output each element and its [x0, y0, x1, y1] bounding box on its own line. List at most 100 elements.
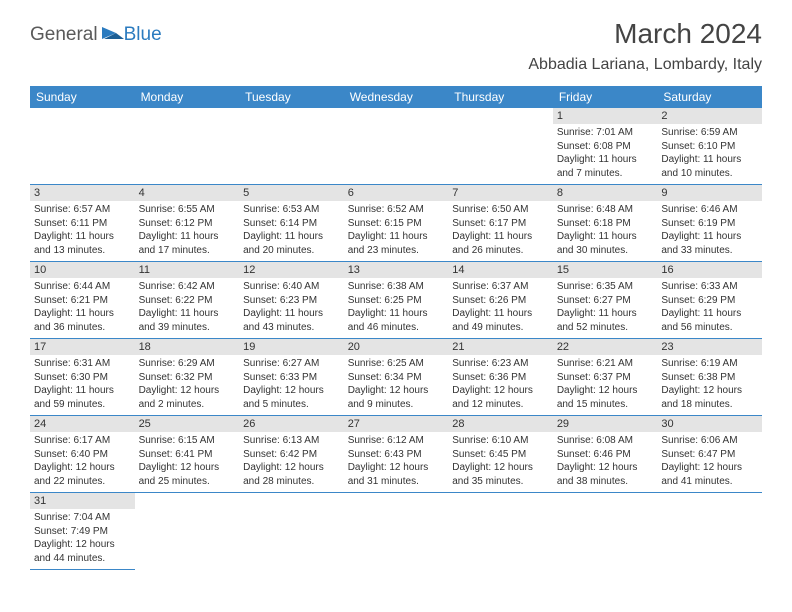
day-number: 13 — [344, 262, 449, 278]
day-sr: Sunrise: 6:33 AM — [661, 280, 758, 294]
calendar-table: SundayMondayTuesdayWednesdayThursdayFrid… — [30, 86, 762, 570]
weekday-header: Friday — [553, 86, 658, 108]
day-sr: Sunrise: 7:04 AM — [34, 511, 131, 525]
day-details: Sunrise: 6:06 AMSunset: 6:47 PMDaylight:… — [657, 432, 762, 492]
day-number: 12 — [239, 262, 344, 278]
day-details: Sunrise: 6:59 AMSunset: 6:10 PMDaylight:… — [657, 124, 762, 184]
calendar-cell: 7Sunrise: 6:50 AMSunset: 6:17 PMDaylight… — [448, 185, 553, 262]
day-ss: Sunset: 6:12 PM — [139, 217, 236, 231]
calendar-cell: 24Sunrise: 6:17 AMSunset: 6:40 PMDayligh… — [30, 416, 135, 493]
weekday-header: Sunday — [30, 86, 135, 108]
day-details: Sunrise: 6:08 AMSunset: 6:46 PMDaylight:… — [553, 432, 658, 492]
day-dl: Daylight: 11 hours and 36 minutes. — [34, 307, 131, 334]
day-ss: Sunset: 6:17 PM — [452, 217, 549, 231]
calendar-week-row: 3Sunrise: 6:57 AMSunset: 6:11 PMDaylight… — [30, 185, 762, 262]
calendar-cell: 27Sunrise: 6:12 AMSunset: 6:43 PMDayligh… — [344, 416, 449, 493]
day-number: 18 — [135, 339, 240, 355]
day-sr: Sunrise: 6:19 AM — [661, 357, 758, 371]
day-number: 16 — [657, 262, 762, 278]
day-sr: Sunrise: 6:25 AM — [348, 357, 445, 371]
calendar-cell — [344, 493, 449, 570]
day-sr: Sunrise: 6:29 AM — [139, 357, 236, 371]
day-details: Sunrise: 6:42 AMSunset: 6:22 PMDaylight:… — [135, 278, 240, 338]
calendar-cell — [239, 108, 344, 185]
page-title: March 2024 — [528, 18, 762, 50]
day-dl: Daylight: 11 hours and 20 minutes. — [243, 230, 340, 257]
day-details: Sunrise: 6:12 AMSunset: 6:43 PMDaylight:… — [344, 432, 449, 492]
day-number: 4 — [135, 185, 240, 201]
calendar-cell: 2Sunrise: 6:59 AMSunset: 6:10 PMDaylight… — [657, 108, 762, 185]
day-dl: Daylight: 11 hours and 52 minutes. — [557, 307, 654, 334]
calendar-cell: 10Sunrise: 6:44 AMSunset: 6:21 PMDayligh… — [30, 262, 135, 339]
day-sr: Sunrise: 6:08 AM — [557, 434, 654, 448]
day-number: 6 — [344, 185, 449, 201]
day-details: Sunrise: 6:27 AMSunset: 6:33 PMDaylight:… — [239, 355, 344, 415]
day-ss: Sunset: 6:22 PM — [139, 294, 236, 308]
day-ss: Sunset: 6:18 PM — [557, 217, 654, 231]
calendar-week-row: 24Sunrise: 6:17 AMSunset: 6:40 PMDayligh… — [30, 416, 762, 493]
day-sr: Sunrise: 6:06 AM — [661, 434, 758, 448]
day-number: 23 — [657, 339, 762, 355]
day-dl: Daylight: 12 hours and 44 minutes. — [34, 538, 131, 565]
day-number: 11 — [135, 262, 240, 278]
day-dl: Daylight: 11 hours and 23 minutes. — [348, 230, 445, 257]
day-sr: Sunrise: 6:48 AM — [557, 203, 654, 217]
day-ss: Sunset: 6:41 PM — [139, 448, 236, 462]
day-sr: Sunrise: 6:37 AM — [452, 280, 549, 294]
calendar-cell — [344, 108, 449, 185]
day-number: 1 — [553, 108, 658, 124]
day-dl: Daylight: 12 hours and 41 minutes. — [661, 461, 758, 488]
weekday-header: Wednesday — [344, 86, 449, 108]
day-ss: Sunset: 6:37 PM — [557, 371, 654, 385]
day-dl: Daylight: 11 hours and 10 minutes. — [661, 153, 758, 180]
day-number: 19 — [239, 339, 344, 355]
calendar-cell — [239, 493, 344, 570]
day-ss: Sunset: 6:26 PM — [452, 294, 549, 308]
calendar-week-row: 17Sunrise: 6:31 AMSunset: 6:30 PMDayligh… — [30, 339, 762, 416]
day-dl: Daylight: 11 hours and 59 minutes. — [34, 384, 131, 411]
day-ss: Sunset: 6:11 PM — [34, 217, 131, 231]
day-dl: Daylight: 12 hours and 18 minutes. — [661, 384, 758, 411]
day-dl: Daylight: 12 hours and 22 minutes. — [34, 461, 131, 488]
logo-text-blue: Blue — [124, 24, 162, 46]
day-number: 28 — [448, 416, 553, 432]
day-details: Sunrise: 6:13 AMSunset: 6:42 PMDaylight:… — [239, 432, 344, 492]
day-dl: Daylight: 11 hours and 33 minutes. — [661, 230, 758, 257]
day-dl: Daylight: 12 hours and 28 minutes. — [243, 461, 340, 488]
day-ss: Sunset: 6:08 PM — [557, 140, 654, 154]
day-sr: Sunrise: 6:38 AM — [348, 280, 445, 294]
calendar-cell: 25Sunrise: 6:15 AMSunset: 6:41 PMDayligh… — [135, 416, 240, 493]
calendar-cell — [135, 108, 240, 185]
calendar-cell: 28Sunrise: 6:10 AMSunset: 6:45 PMDayligh… — [448, 416, 553, 493]
day-sr: Sunrise: 6:27 AM — [243, 357, 340, 371]
day-number: 26 — [239, 416, 344, 432]
calendar-cell: 15Sunrise: 6:35 AMSunset: 6:27 PMDayligh… — [553, 262, 658, 339]
day-ss: Sunset: 6:47 PM — [661, 448, 758, 462]
day-ss: Sunset: 6:40 PM — [34, 448, 131, 462]
day-dl: Daylight: 12 hours and 9 minutes. — [348, 384, 445, 411]
day-dl: Daylight: 11 hours and 56 minutes. — [661, 307, 758, 334]
calendar-cell: 21Sunrise: 6:23 AMSunset: 6:36 PMDayligh… — [448, 339, 553, 416]
day-number: 20 — [344, 339, 449, 355]
day-sr: Sunrise: 6:57 AM — [34, 203, 131, 217]
header: General Blue March 2024 Abbadia Lariana,… — [0, 0, 792, 78]
day-dl: Daylight: 11 hours and 39 minutes. — [139, 307, 236, 334]
day-ss: Sunset: 6:38 PM — [661, 371, 758, 385]
calendar-cell — [657, 493, 762, 570]
day-details: Sunrise: 6:10 AMSunset: 6:45 PMDaylight:… — [448, 432, 553, 492]
day-number: 14 — [448, 262, 553, 278]
day-ss: Sunset: 6:32 PM — [139, 371, 236, 385]
page-subtitle: Abbadia Lariana, Lombardy, Italy — [528, 56, 762, 74]
calendar-cell — [448, 493, 553, 570]
day-sr: Sunrise: 7:01 AM — [557, 126, 654, 140]
day-ss: Sunset: 6:33 PM — [243, 371, 340, 385]
day-details: Sunrise: 7:01 AMSunset: 6:08 PMDaylight:… — [553, 124, 658, 184]
day-dl: Daylight: 11 hours and 7 minutes. — [557, 153, 654, 180]
day-sr: Sunrise: 6:10 AM — [452, 434, 549, 448]
day-number: 8 — [553, 185, 658, 201]
day-number: 5 — [239, 185, 344, 201]
logo: General Blue — [30, 24, 162, 46]
day-ss: Sunset: 6:46 PM — [557, 448, 654, 462]
day-sr: Sunrise: 6:31 AM — [34, 357, 131, 371]
day-dl: Daylight: 12 hours and 2 minutes. — [139, 384, 236, 411]
